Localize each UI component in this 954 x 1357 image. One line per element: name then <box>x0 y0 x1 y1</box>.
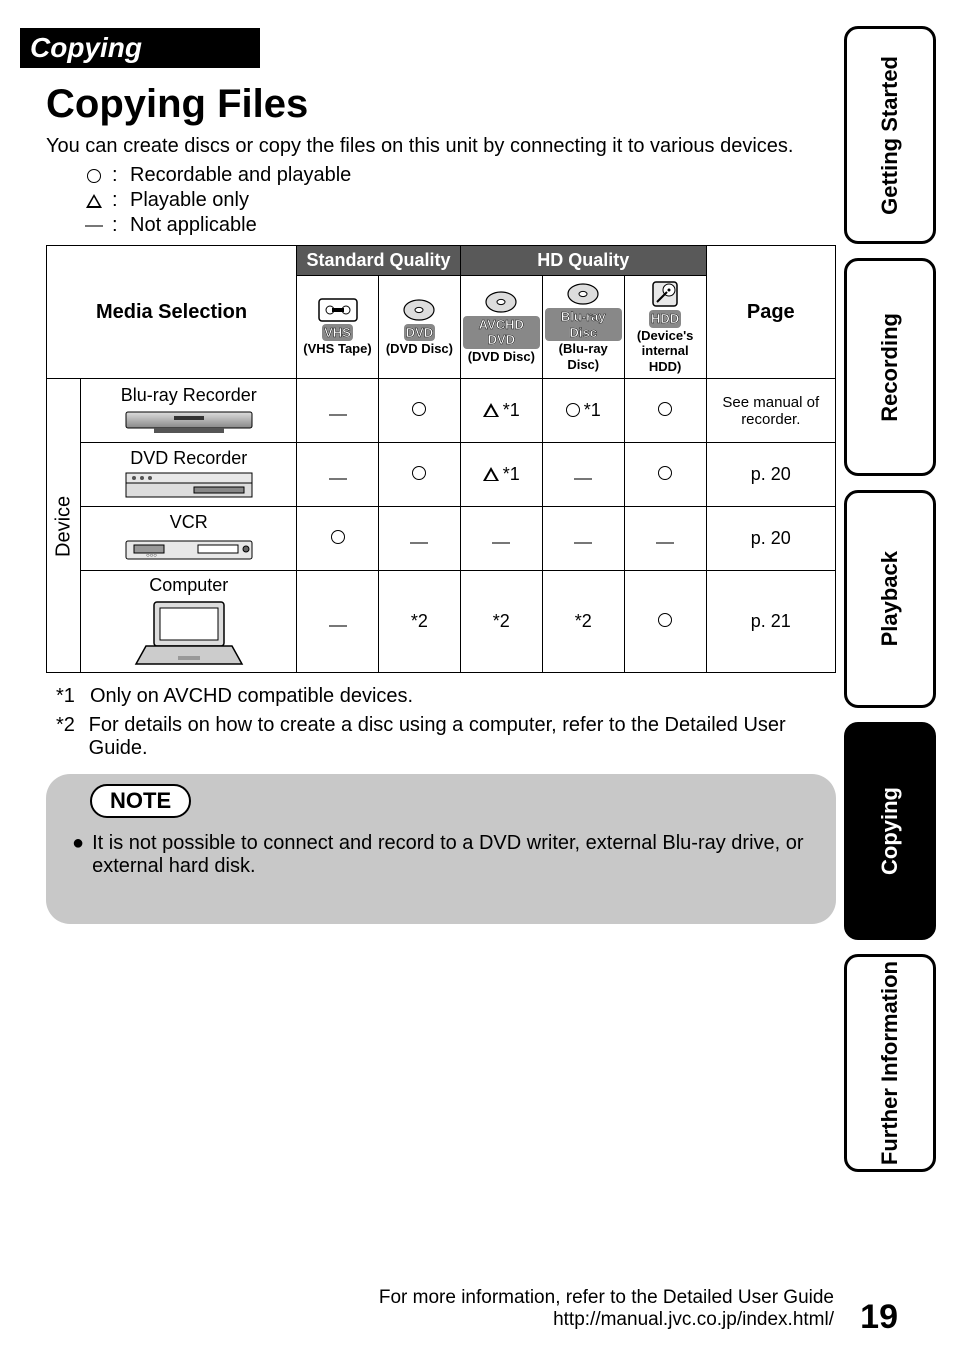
compatibility-table: Media Selection Standard Quality HD Qual… <box>46 245 836 673</box>
media-selection-header: Media Selection <box>47 246 297 379</box>
page-header: Page <box>706 246 835 379</box>
table-cell <box>297 507 379 571</box>
table-cell <box>624 571 706 673</box>
footnote: *2 For details on how to create a disc u… <box>56 714 820 760</box>
svg-text:○○○: ○○○ <box>146 553 157 559</box>
footnote-num: *2 <box>56 714 89 760</box>
table-cell: *1 <box>542 379 624 443</box>
page-ref-cell: See manual of recorder. <box>706 379 835 443</box>
page-title: Copying Files <box>46 82 820 127</box>
table-cell <box>297 571 379 673</box>
table-cell <box>297 443 379 507</box>
table-cell: *2 <box>460 571 542 673</box>
table-cell <box>460 507 542 571</box>
table-cell <box>297 379 379 443</box>
legend-colon: : <box>112 214 130 237</box>
side-tab[interactable]: Copying <box>844 722 936 940</box>
table-cell <box>378 507 460 571</box>
footer-url: http://manual.jvc.co.jp/index.html/ <box>379 1309 834 1331</box>
table-cell: *2 <box>378 571 460 673</box>
page-ref-cell: p. 21 <box>706 571 835 673</box>
page-number: 19 <box>860 1298 898 1337</box>
footnote: *1 Only on AVCHD compatible devices. <box>56 685 820 708</box>
note-text: It is not possible to connect and record… <box>92 832 818 878</box>
footer: For more information, refer to the Detai… <box>379 1287 834 1331</box>
side-tab[interactable]: Getting Started <box>844 26 936 244</box>
side-tabs: Getting Started Recording Playback Copying F… <box>844 26 936 1186</box>
device-cell: Computer <box>81 571 297 673</box>
legend-row: : Recordable and playable <box>76 164 820 187</box>
table-cell <box>624 507 706 571</box>
footer-line: For more information, refer to the Detai… <box>379 1287 834 1308</box>
table-cell <box>624 443 706 507</box>
media-column-header: Blu-ray Disc(Blu-ray Disc) <box>542 276 624 379</box>
device-cell: VCR○○○ <box>81 507 297 571</box>
device-group-label: Device <box>47 379 81 673</box>
table-cell: *2 <box>542 571 624 673</box>
table-cell: *1 <box>460 379 542 443</box>
table-cell <box>542 443 624 507</box>
note-box: NOTE ● It is not possible to connect and… <box>46 774 836 924</box>
table-cell <box>378 443 460 507</box>
side-tab[interactable]: Playback <box>844 490 936 708</box>
quality-group-header: HD Quality <box>460 246 706 276</box>
table-cell: *1 <box>460 443 542 507</box>
legend-row: : Playable only <box>76 189 820 212</box>
bullet-icon: ● <box>72 832 84 878</box>
quality-group-header: Standard Quality <box>297 246 461 276</box>
media-column-header: DVD(DVD Disc) <box>378 276 460 379</box>
table-cell <box>624 379 706 443</box>
legend-row: : Not applicable <box>76 214 820 237</box>
triangle-icon <box>76 194 112 208</box>
footnote-num: *1 <box>56 685 90 708</box>
footnotes: *1 Only on AVCHD compatible devices. *2 … <box>56 685 820 760</box>
note-label: NOTE <box>90 784 191 818</box>
legend-text: Recordable and playable <box>130 164 351 187</box>
page-ref-cell: p. 20 <box>706 507 835 571</box>
page-ref-cell: p. 20 <box>706 443 835 507</box>
device-cell: DVD Recorder <box>81 443 297 507</box>
footnote-text: For details on how to create a disc usin… <box>89 714 820 760</box>
side-tab[interactable]: Recording <box>844 258 936 476</box>
media-column-header: VHS(VHS Tape) <box>297 276 379 379</box>
footnote-text: Only on AVCHD compatible devices. <box>90 685 413 708</box>
legend-text: Playable only <box>130 189 249 212</box>
table-cell <box>542 507 624 571</box>
section-header: Copying <box>20 28 260 68</box>
media-column-header: AVCHD DVD(DVD Disc) <box>460 276 542 379</box>
media-column-header: HDD(Device's internal HDD) <box>624 276 706 379</box>
device-cell: Blu-ray Recorder <box>81 379 297 443</box>
dash-icon <box>76 225 112 227</box>
legend-text: Not applicable <box>130 214 257 237</box>
legend-colon: : <box>112 189 130 212</box>
side-tab[interactable]: Further Information <box>844 954 936 1172</box>
intro-text: You can create discs or copy the files o… <box>46 135 820 158</box>
legend: : Recordable and playable : Playable onl… <box>76 164 820 237</box>
legend-colon: : <box>112 164 130 187</box>
circle-icon <box>76 169 112 183</box>
table-cell <box>378 379 460 443</box>
